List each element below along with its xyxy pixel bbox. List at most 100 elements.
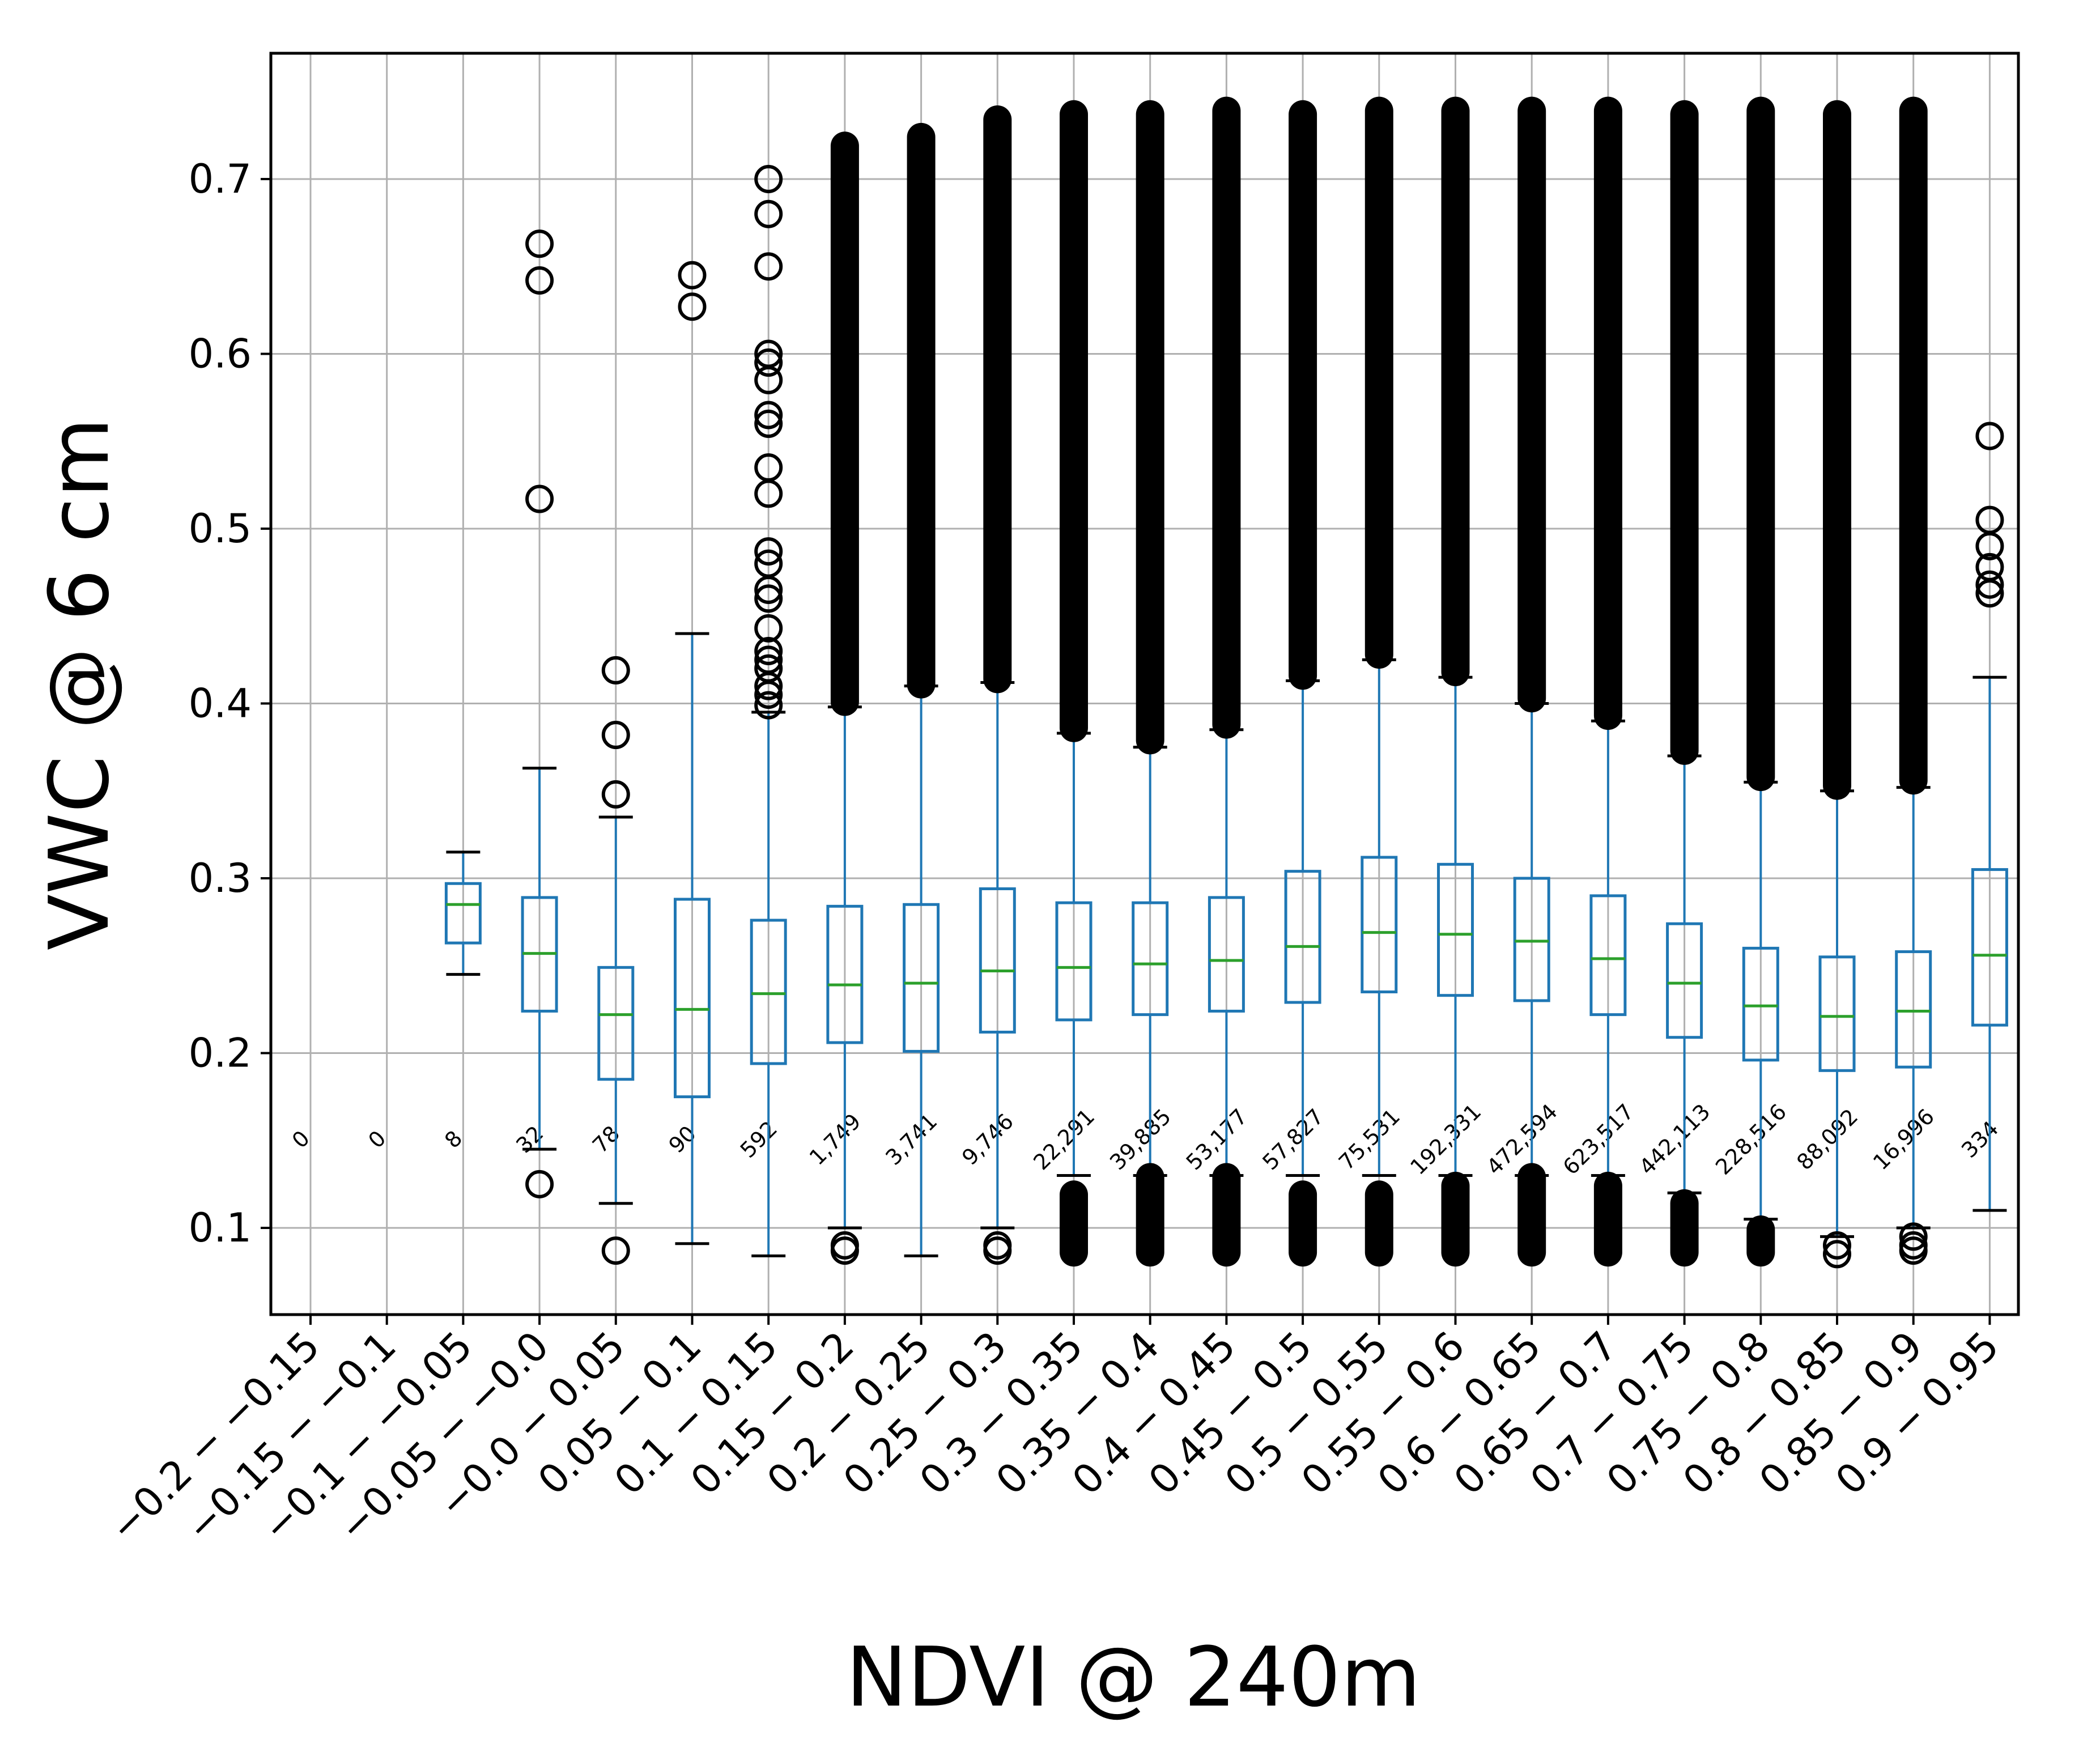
count-label: 53,177 bbox=[1181, 1104, 1252, 1175]
box-iqr bbox=[1589, 894, 1627, 1017]
flier-point bbox=[754, 348, 783, 377]
box-iqr bbox=[1437, 862, 1474, 997]
box-iqr bbox=[1284, 870, 1321, 1004]
count-label: 192,331 bbox=[1405, 1099, 1486, 1180]
flier-point bbox=[754, 537, 783, 566]
box-iqr bbox=[674, 898, 711, 1099]
flier-point bbox=[1975, 552, 2004, 581]
flier-band-high bbox=[1212, 96, 1241, 739]
flier-point bbox=[601, 1236, 630, 1265]
flier-band-low bbox=[1670, 1189, 1699, 1267]
flier-point bbox=[754, 549, 783, 578]
flier-band-high bbox=[1670, 100, 1699, 765]
box-iqr bbox=[1742, 946, 1779, 1062]
box-group bbox=[1284, 100, 1321, 1267]
box-iqr bbox=[597, 966, 635, 1081]
flier-point bbox=[754, 691, 783, 720]
count-label: 9,746 bbox=[957, 1109, 1018, 1170]
flier-band-high bbox=[983, 105, 1012, 694]
box-group bbox=[1666, 100, 1703, 1267]
box-group bbox=[1361, 96, 1398, 1267]
flier-point bbox=[754, 636, 783, 665]
flier-point bbox=[1975, 422, 2004, 450]
y-tick-label: 0.3 bbox=[189, 855, 252, 902]
count-label: 88,092 bbox=[1792, 1104, 1863, 1175]
box-group bbox=[1589, 96, 1627, 1267]
flier-point bbox=[754, 614, 783, 643]
flier-point bbox=[754, 339, 783, 368]
flier-band-low bbox=[1746, 1215, 1775, 1267]
flier-point bbox=[1823, 1231, 1851, 1260]
box-group bbox=[1132, 100, 1169, 1267]
flier-band-high bbox=[1823, 100, 1851, 800]
y-tick-label: 0.4 bbox=[189, 681, 252, 727]
count-label: 442,113 bbox=[1634, 1099, 1715, 1180]
flier-band-low bbox=[1593, 1171, 1622, 1267]
count-label: 334 bbox=[1957, 1116, 2003, 1163]
box-iqr bbox=[826, 904, 864, 1044]
data-layer: 0 0 8 32 78 90 592 1,749 3,741 9,746 22,291 39,885 5… bbox=[287, 96, 2008, 1269]
count-label: 57,827 bbox=[1257, 1104, 1328, 1175]
box-group bbox=[1055, 100, 1092, 1267]
flier-band-low bbox=[1289, 1180, 1317, 1267]
box-iqr bbox=[1895, 950, 1932, 1069]
box-iqr bbox=[979, 887, 1016, 1034]
flier-band-low bbox=[1136, 1163, 1164, 1267]
flier-point bbox=[1975, 570, 2004, 599]
count-label: 32 bbox=[511, 1121, 548, 1158]
box-group bbox=[444, 851, 482, 976]
box-group bbox=[1513, 96, 1550, 1267]
box-group bbox=[1971, 422, 2008, 1212]
box-group bbox=[1895, 96, 1932, 1265]
box-iqr bbox=[1132, 901, 1169, 1017]
flier-band-high bbox=[907, 122, 936, 699]
count-label: 623,517 bbox=[1558, 1099, 1639, 1180]
flier-point bbox=[1823, 1240, 1851, 1269]
box-group bbox=[674, 261, 711, 1245]
flier-point bbox=[754, 645, 783, 674]
flier-band-high bbox=[1364, 96, 1393, 669]
box-iqr bbox=[444, 882, 482, 945]
flier-band-low bbox=[1441, 1171, 1470, 1267]
box-iqr bbox=[1055, 901, 1092, 1022]
count-label: 22,291 bbox=[1028, 1104, 1099, 1175]
count-label: 1,749 bbox=[805, 1109, 866, 1170]
count-label: 16,996 bbox=[1868, 1104, 1939, 1175]
flier-point bbox=[678, 292, 707, 321]
flier-point bbox=[754, 584, 783, 613]
flier-band-high bbox=[1289, 100, 1317, 690]
y-tick-label: 0.2 bbox=[189, 1030, 252, 1077]
count-label: 228,516 bbox=[1711, 1099, 1791, 1180]
flier-point bbox=[754, 453, 783, 482]
flier-band-low bbox=[1517, 1163, 1546, 1267]
flier-point bbox=[1899, 1231, 1928, 1260]
flier-band-high bbox=[1136, 100, 1164, 755]
count-label: 75,531 bbox=[1334, 1104, 1405, 1175]
box-iqr bbox=[1818, 955, 1856, 1072]
box-group bbox=[826, 131, 864, 1265]
box-group bbox=[1742, 96, 1779, 1267]
flier-point bbox=[754, 654, 783, 683]
flier-band-high bbox=[1593, 96, 1622, 730]
box-group bbox=[1437, 96, 1474, 1267]
box-iqr bbox=[903, 903, 940, 1053]
y-tick-label: 0.1 bbox=[189, 1205, 252, 1251]
plot-area-frame bbox=[269, 52, 2020, 1316]
flier-band-high bbox=[1746, 96, 1775, 792]
flier-point bbox=[754, 199, 783, 228]
flier-point bbox=[983, 1231, 1012, 1260]
flier-point bbox=[1975, 505, 2004, 534]
flier-point bbox=[754, 252, 783, 281]
count-label: 39,885 bbox=[1105, 1104, 1176, 1175]
flier-band-high bbox=[830, 131, 859, 716]
y-axis-label: VWC @ 6 cm bbox=[32, 418, 127, 950]
box-group bbox=[979, 105, 1016, 1265]
count-label: 90 bbox=[664, 1121, 701, 1158]
flier-band-high bbox=[1441, 96, 1470, 687]
box-iqr bbox=[1513, 877, 1550, 1002]
flier-point bbox=[525, 266, 554, 295]
box-group bbox=[1208, 96, 1245, 1267]
box-group bbox=[1818, 100, 1856, 1269]
